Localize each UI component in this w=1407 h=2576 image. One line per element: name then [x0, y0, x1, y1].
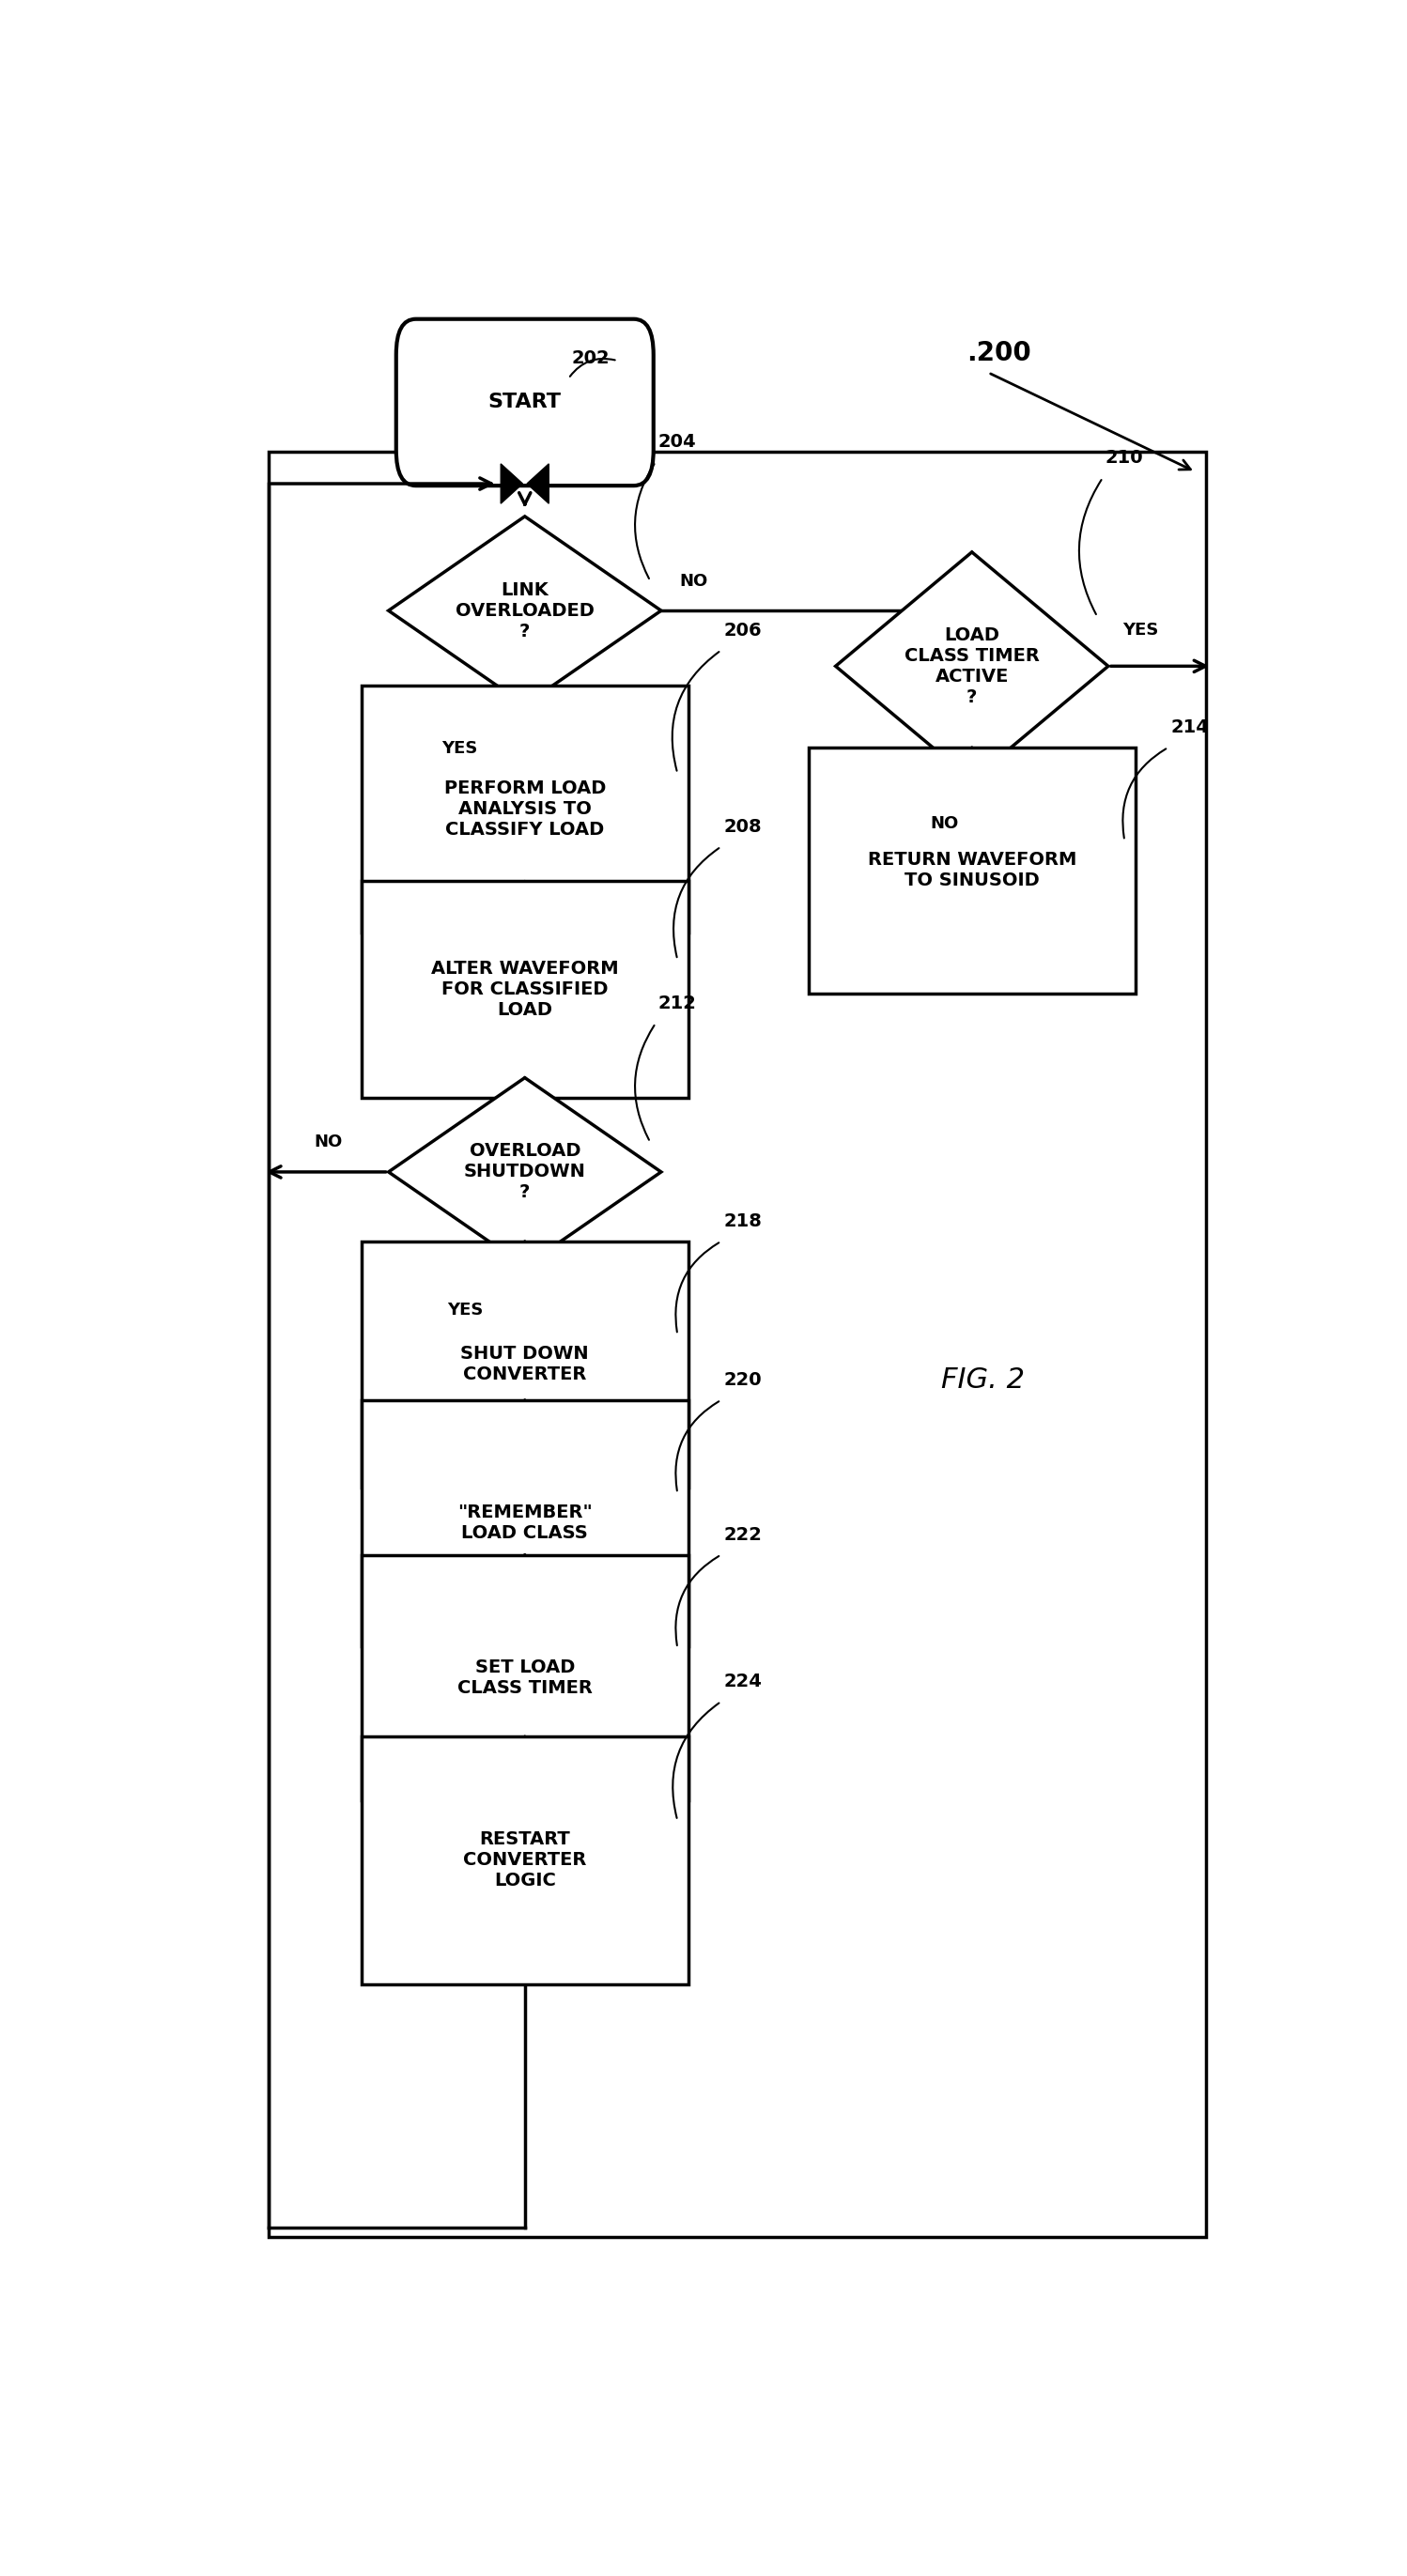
Text: FIG. 2: FIG. 2	[941, 1368, 1024, 1394]
Bar	[362, 881, 688, 1097]
Text: 210: 210	[1106, 448, 1144, 466]
Text: YES: YES	[1123, 621, 1159, 639]
Polygon shape	[388, 1077, 661, 1267]
Text: START: START	[488, 394, 561, 412]
Text: RESTART
CONVERTER
LOGIC: RESTART CONVERTER LOGIC	[463, 1832, 587, 1891]
Text: 218: 218	[723, 1213, 763, 1231]
Text: 204: 204	[658, 433, 696, 451]
Text: YES: YES	[447, 1301, 483, 1319]
Text: NO: NO	[930, 817, 958, 832]
Polygon shape	[528, 464, 549, 502]
FancyBboxPatch shape	[397, 319, 653, 487]
Text: PERFORM LOAD
ANALYSIS TO
CLASSIFY LOAD: PERFORM LOAD ANALYSIS TO CLASSIFY LOAD	[443, 781, 606, 840]
Text: LINK
OVERLOADED
?: LINK OVERLOADED ?	[456, 582, 594, 641]
Polygon shape	[388, 515, 661, 706]
Bar	[269, 451, 1206, 2236]
Bar	[362, 685, 688, 933]
Text: YES: YES	[442, 739, 477, 757]
Text: 212: 212	[658, 994, 696, 1012]
Text: .200: .200	[967, 340, 1031, 366]
Text: SET LOAD
CLASS TIMER: SET LOAD CLASS TIMER	[457, 1659, 592, 1698]
Bar	[362, 1736, 688, 1984]
Text: 222: 222	[723, 1525, 763, 1543]
Text: 206: 206	[723, 621, 763, 639]
Text: NO: NO	[680, 572, 708, 590]
Text: 220: 220	[723, 1370, 763, 1388]
Text: NO: NO	[314, 1133, 343, 1151]
Polygon shape	[501, 464, 522, 502]
Text: ALTER WAVEFORM
FOR CLASSIFIED
LOAD: ALTER WAVEFORM FOR CLASSIFIED LOAD	[431, 961, 619, 1020]
Text: SHUT DOWN
CONVERTER: SHUT DOWN CONVERTER	[460, 1345, 590, 1383]
Text: 208: 208	[723, 819, 763, 835]
Text: RETURN WAVEFORM
TO SINUSOID: RETURN WAVEFORM TO SINUSOID	[868, 850, 1076, 889]
Text: OVERLOAD
SHUTDOWN
?: OVERLOAD SHUTDOWN ?	[464, 1141, 585, 1200]
Polygon shape	[836, 551, 1109, 781]
Text: "REMEMBER"
LOAD CLASS: "REMEMBER" LOAD CLASS	[457, 1504, 592, 1543]
Text: 224: 224	[723, 1672, 763, 1690]
Text: 214: 214	[1171, 719, 1209, 737]
Text: 202: 202	[571, 350, 609, 368]
Bar	[362, 1556, 688, 1801]
Bar	[362, 1242, 688, 1486]
Bar	[808, 747, 1135, 994]
Text: LOAD
CLASS TIMER
ACTIVE
?: LOAD CLASS TIMER ACTIVE ?	[905, 626, 1040, 706]
Bar	[362, 1401, 688, 1646]
